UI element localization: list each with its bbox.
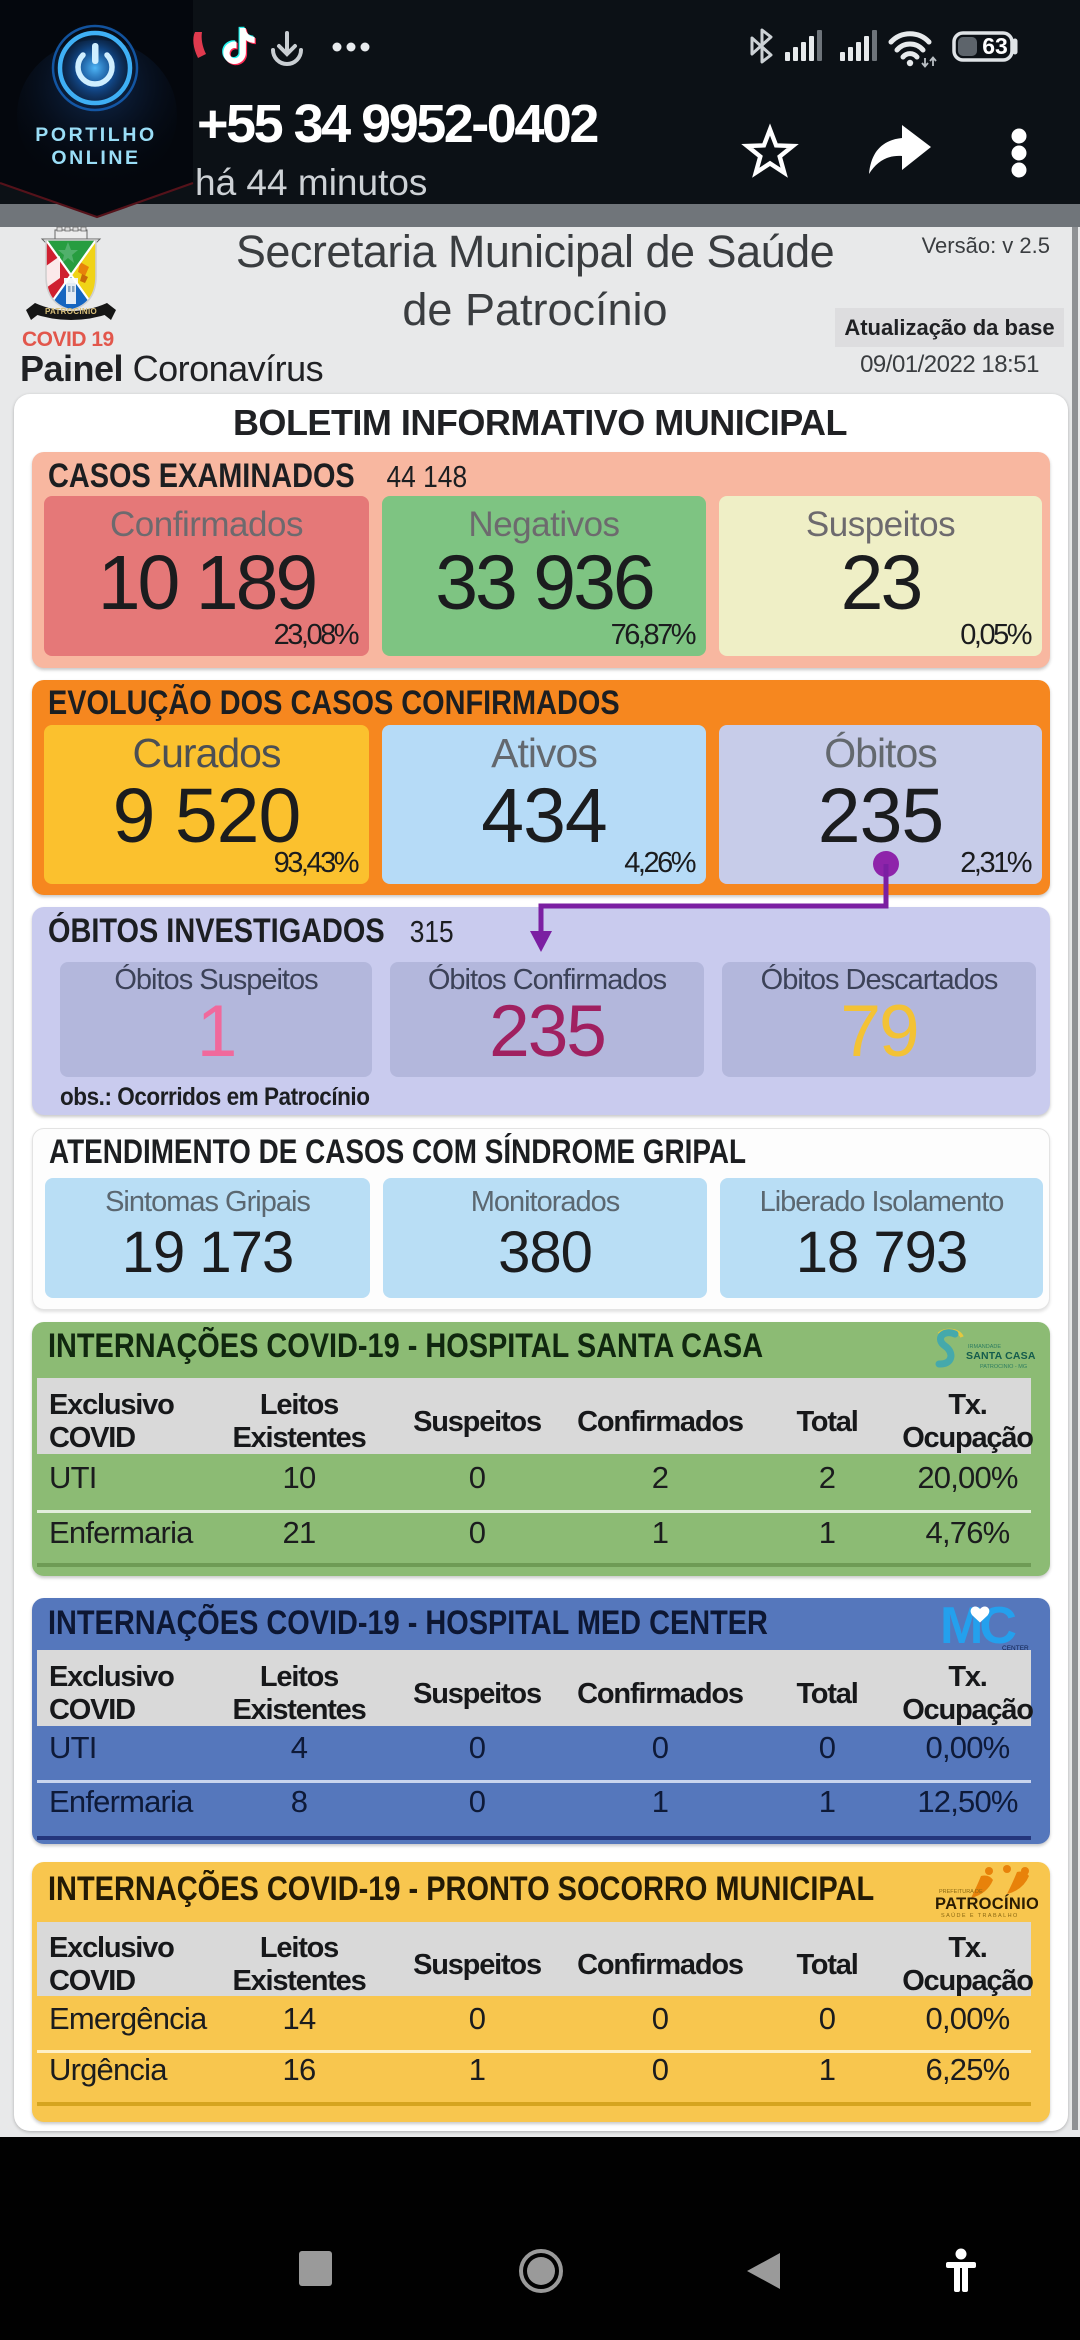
svg-text:MC: MC bbox=[940, 1599, 1016, 1651]
svg-text:IRMANDADE: IRMANDADE bbox=[968, 1344, 1001, 1350]
svg-text:PATROCÍNIO: PATROCÍNIO bbox=[935, 1894, 1038, 1913]
svg-text:63: 63 bbox=[982, 33, 1008, 59]
svg-text:CENTER: CENTER bbox=[1002, 1645, 1029, 1651]
svg-text:SANTA CASA: SANTA CASA bbox=[966, 1350, 1036, 1362]
svg-text:PATROCINIO - MG: PATROCINIO - MG bbox=[980, 1364, 1027, 1370]
svg-text:PORTILHO: PORTILHO bbox=[35, 124, 157, 146]
svg-text:ONLINE: ONLINE bbox=[51, 147, 140, 169]
svg-text:PATROCINIO: PATROCINIO bbox=[45, 307, 97, 316]
svg-text:SAÚDE E TRABALHO: SAÚDE E TRABALHO bbox=[941, 1912, 1019, 1919]
svg-text:PREFEITURA DE: PREFEITURA DE bbox=[939, 1889, 983, 1895]
